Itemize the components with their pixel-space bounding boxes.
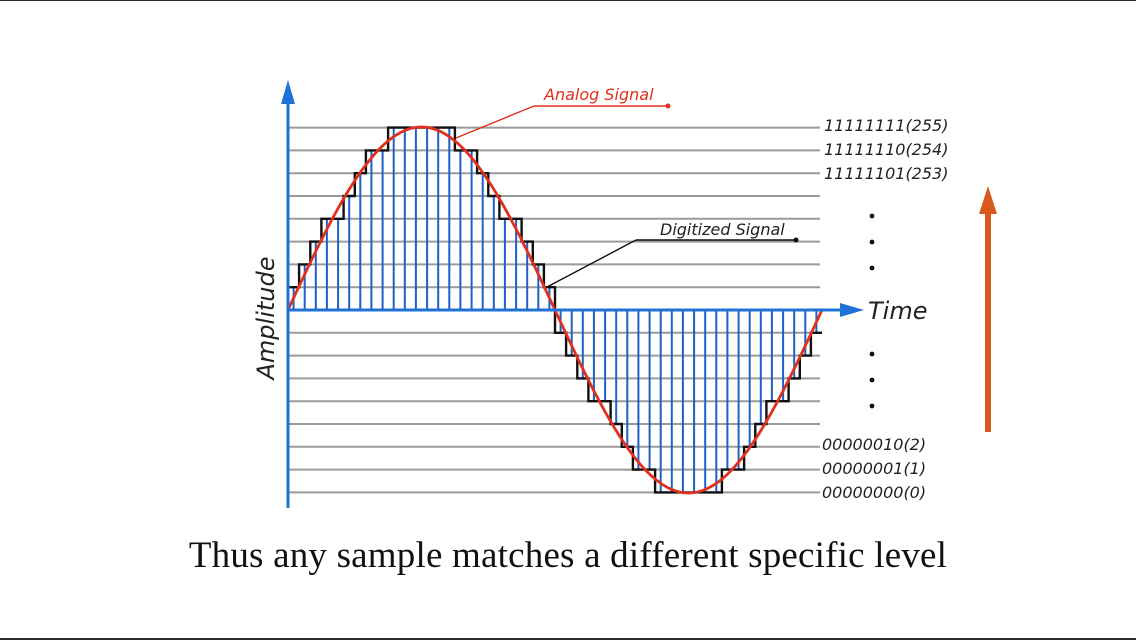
sample-lines	[292, 127, 818, 493]
analog-callout-dot	[665, 103, 671, 109]
digital-callout-label: Digitized Signal	[660, 220, 785, 239]
increase-arrow-icon	[979, 186, 997, 214]
ellipsis-dots-upper	[869, 213, 875, 271]
level-label-0: 00000000(0)	[822, 483, 926, 502]
ellipsis-dots-lower	[869, 351, 875, 409]
analog-callout-leader	[455, 105, 535, 139]
y-axis-arrow-icon	[281, 80, 295, 104]
y-axis-label: Amplitude	[252, 257, 280, 382]
digital-callout-dot	[793, 237, 799, 243]
level-label-254: 11111110(254)	[824, 140, 948, 159]
caption: Thus any sample matches a different spec…	[188, 535, 948, 576]
x-axis-arrow-icon	[840, 303, 864, 317]
level-label-253: 11111101(253)	[824, 164, 948, 183]
level-label-2: 00000010(2)	[822, 435, 926, 454]
quantization-grid	[288, 126, 820, 494]
bottom-border	[0, 638, 1136, 640]
x-axis-label: Time	[868, 297, 927, 325]
digital-callout-leader	[546, 239, 637, 288]
level-label-1: 00000001(1)	[822, 459, 926, 478]
analog-callout-label: Analog Signal	[543, 85, 654, 104]
top-border	[0, 0, 1136, 1]
level-label-255: 11111111(255)	[824, 116, 948, 135]
